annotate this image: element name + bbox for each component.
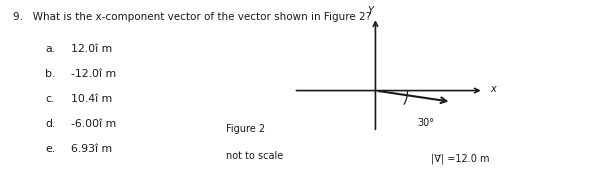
Text: 10.4î m: 10.4î m [71, 94, 113, 104]
Text: 30°: 30° [417, 118, 434, 128]
Text: 9.   What is the x-component vector of the vector shown in Figure 2?: 9. What is the x-component vector of the… [13, 12, 371, 22]
Text: d.: d. [45, 119, 56, 129]
Text: not to scale: not to scale [227, 151, 283, 161]
Text: |V⃗| =12.0 m: |V⃗| =12.0 m [431, 154, 489, 164]
Text: Figure 2: Figure 2 [227, 124, 266, 134]
Text: 6.93î m: 6.93î m [71, 144, 113, 154]
Text: -12.0î m: -12.0î m [71, 69, 117, 79]
Text: -6.00î m: -6.00î m [71, 119, 117, 129]
Text: c.: c. [45, 94, 55, 104]
Text: a.: a. [45, 44, 55, 54]
Text: x: x [490, 84, 496, 94]
Text: b.: b. [45, 69, 56, 79]
Text: e.: e. [45, 144, 55, 154]
Text: 12.0î m: 12.0î m [71, 44, 113, 54]
Text: Y: Y [368, 6, 374, 16]
